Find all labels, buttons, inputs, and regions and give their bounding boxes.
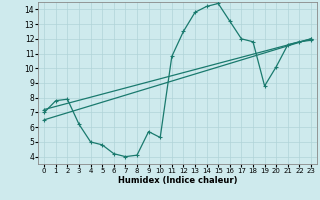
X-axis label: Humidex (Indice chaleur): Humidex (Indice chaleur) bbox=[118, 176, 237, 185]
